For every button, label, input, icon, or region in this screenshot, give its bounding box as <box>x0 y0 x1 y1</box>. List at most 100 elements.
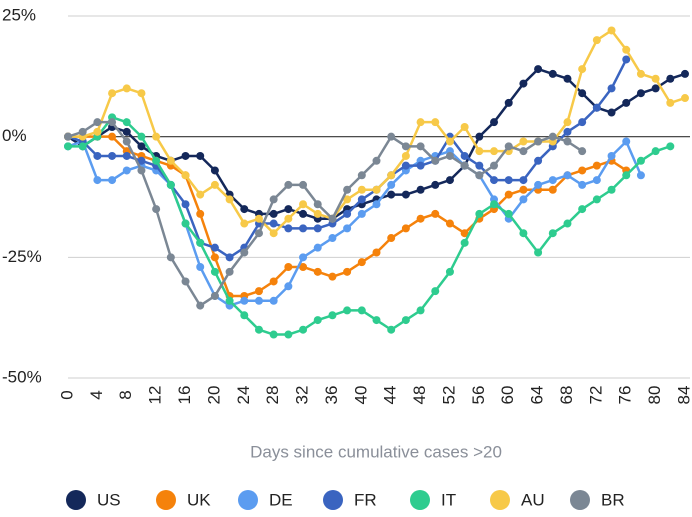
point <box>534 180 543 189</box>
point <box>504 142 513 151</box>
point <box>254 325 263 334</box>
point <box>181 171 190 180</box>
point <box>196 238 205 247</box>
point <box>622 45 631 54</box>
point <box>681 69 689 78</box>
point <box>313 224 322 233</box>
point <box>78 127 87 136</box>
point <box>445 176 454 185</box>
point <box>299 200 308 209</box>
series-line <box>67 140 643 307</box>
point <box>299 253 308 262</box>
point <box>299 180 308 189</box>
point <box>490 161 499 170</box>
point <box>284 224 293 233</box>
point <box>181 151 190 160</box>
point <box>181 277 190 286</box>
point <box>225 195 234 204</box>
legend-label: BR <box>601 490 625 509</box>
point <box>431 180 440 189</box>
point <box>519 185 528 194</box>
x-tick-label: 56 <box>469 386 488 405</box>
point <box>578 89 587 98</box>
point <box>504 209 513 218</box>
series-line <box>67 120 583 307</box>
point <box>152 132 161 141</box>
point <box>431 118 440 127</box>
point <box>122 118 131 127</box>
point <box>357 306 366 315</box>
point <box>240 311 249 320</box>
point <box>225 296 234 305</box>
point <box>240 248 249 257</box>
point <box>534 248 543 257</box>
point <box>475 161 484 170</box>
point <box>534 65 543 74</box>
point <box>269 209 278 218</box>
point <box>122 137 131 146</box>
point <box>137 89 146 98</box>
point <box>254 229 263 238</box>
point <box>328 272 337 281</box>
point <box>592 103 601 112</box>
legend-marker <box>490 490 510 510</box>
point <box>401 142 410 151</box>
y-tick-label: 0% <box>2 126 27 145</box>
point <box>137 142 146 151</box>
point <box>416 185 425 194</box>
point <box>666 98 675 107</box>
x-tick-label: 76 <box>616 386 635 405</box>
point <box>93 151 102 160</box>
legend-label: UK <box>187 490 211 509</box>
point <box>313 267 322 276</box>
point <box>343 209 352 218</box>
point <box>210 267 219 276</box>
point <box>152 156 161 165</box>
point <box>357 258 366 267</box>
x-tick-label: 12 <box>146 386 165 405</box>
point <box>651 74 660 83</box>
point <box>445 267 454 276</box>
point <box>445 137 454 146</box>
point <box>269 277 278 286</box>
point <box>563 171 572 180</box>
point <box>357 209 366 218</box>
point <box>445 151 454 160</box>
point <box>563 74 572 83</box>
point <box>269 195 278 204</box>
point <box>563 127 572 136</box>
point <box>548 132 557 141</box>
point <box>254 296 263 305</box>
point <box>357 195 366 204</box>
point <box>152 205 161 214</box>
point <box>313 209 322 218</box>
point <box>431 287 440 296</box>
point <box>519 79 528 88</box>
point <box>108 118 117 127</box>
point <box>475 147 484 156</box>
point <box>431 209 440 218</box>
x-tick-label: 4 <box>87 390 106 399</box>
x-tick-label: 20 <box>204 386 223 405</box>
x-tick-label: 0 <box>57 390 76 399</box>
x-tick-label: 36 <box>322 386 341 405</box>
x-tick-label: 40 <box>351 386 370 405</box>
x-tick-label: 16 <box>175 386 194 405</box>
point <box>387 180 396 189</box>
point <box>93 176 102 185</box>
point <box>210 243 219 252</box>
point <box>548 69 557 78</box>
x-tick-label: 24 <box>234 386 253 405</box>
point <box>328 214 337 223</box>
point <box>607 84 616 93</box>
x-tick-label: 8 <box>116 390 135 399</box>
point <box>636 89 645 98</box>
point <box>431 156 440 165</box>
point <box>299 325 308 334</box>
point <box>137 156 146 165</box>
point <box>122 151 131 160</box>
y-tick-label: 25% <box>2 5 36 24</box>
x-tick-label: 32 <box>293 386 312 405</box>
point <box>445 219 454 228</box>
point <box>343 195 352 204</box>
